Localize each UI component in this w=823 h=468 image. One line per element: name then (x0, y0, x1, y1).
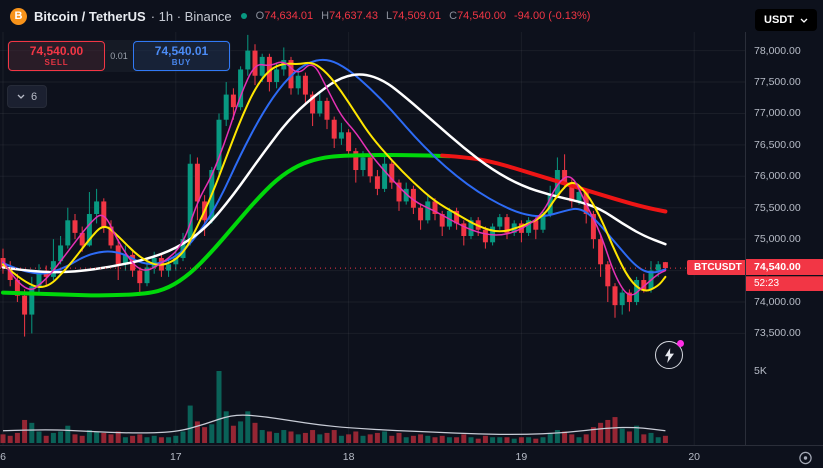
chevron-down-icon (17, 94, 25, 99)
time-axis-label: 17 (169, 451, 182, 463)
spread-value: 0.01 (110, 51, 128, 61)
indicators-dropdown-chip[interactable]: 6 (7, 85, 48, 108)
scale-settings-icon[interactable] (798, 451, 813, 468)
ohlc-values: O74,634.01 H74,637.43 L74,509.01 C74,540… (256, 10, 591, 22)
symbol-title[interactable]: Bitcoin / TetherUS (34, 8, 146, 24)
volume-ma-line (2, 414, 666, 436)
topbar: B Bitcoin / TetherUS · 1h · Binance O74,… (0, 0, 823, 32)
price-scale-label: 73,500.00 (754, 327, 801, 340)
chevron-down-icon (800, 18, 808, 23)
price-scale-label: 77,000.00 (754, 107, 801, 120)
last-price-label: 74,540.00 (746, 259, 823, 276)
open-label: O (255, 10, 265, 22)
symbol-meta[interactable]: · 1h · Binance (150, 8, 232, 24)
price-scale-label: 76,000.00 (754, 170, 801, 183)
close-label: C (449, 10, 458, 22)
price-axis[interactable]: 74,540.00 52:23 78,000.00 77,500.00 77,000… (745, 32, 823, 445)
time-axis-label: 18 (342, 451, 355, 463)
high-value: 74,637.43 (329, 10, 379, 22)
time-axis[interactable]: 6 17 18 19 20 (0, 445, 823, 468)
candlestick-chart[interactable] (0, 32, 745, 445)
time-axis-label: 19 (515, 451, 528, 463)
lightning-icon (664, 347, 674, 363)
buy-price: 74,540.01 (154, 44, 209, 58)
ma-white (1, 73, 667, 274)
low-value: 74,509.01 (392, 10, 442, 22)
currency-dropdown-label: USDT (764, 14, 794, 26)
ma-pink (2, 61, 667, 296)
lightning-button[interactable] (655, 340, 684, 369)
ma-blue (2, 58, 667, 275)
price-scale-label: 78,000.00 (754, 44, 801, 57)
symbol-price-tag: BTCUSDT (687, 260, 749, 276)
currency-dropdown[interactable]: USDT (755, 9, 817, 31)
volume-scale-label: 5K (754, 365, 767, 377)
low-label: L (386, 10, 393, 22)
open-value: 74,634.01 (264, 10, 314, 22)
bitcoin-logo-icon: B (10, 7, 27, 25)
buy-button[interactable]: 74,540.01 BUY (133, 41, 230, 71)
indicators-count: 6 (31, 90, 38, 103)
price-scale-label: 75,500.00 (754, 201, 801, 214)
time-axis-label: 6 (0, 451, 6, 463)
price-scale-label: 77,500.00 (754, 76, 801, 89)
price-scale-label: 76,500.00 (754, 138, 801, 151)
price-scale-label: 75,000.00 (754, 233, 801, 246)
bar-countdown-label: 52:23 (746, 276, 823, 292)
notification-dot (677, 340, 684, 347)
close-value: 74,540.00 (457, 10, 506, 22)
market-status-dot (240, 13, 247, 19)
price-scale-label: 74,000.00 (754, 296, 801, 308)
sell-price: 74,540.00 (29, 44, 84, 58)
trend-line-up-green (1, 153, 452, 298)
buy-label: BUY (171, 58, 192, 67)
trend-line-down-red (440, 153, 668, 214)
sell-label: SELL (44, 58, 69, 67)
sell-button[interactable]: 74,540.00 SELL (8, 41, 105, 71)
time-axis-label: 20 (688, 451, 701, 463)
high-label: H (321, 10, 330, 22)
trade-widget: 74,540.00 SELL 0.01 74,540.01 BUY (7, 40, 231, 72)
change-value: -94.00 (-0.13%) (514, 10, 591, 22)
